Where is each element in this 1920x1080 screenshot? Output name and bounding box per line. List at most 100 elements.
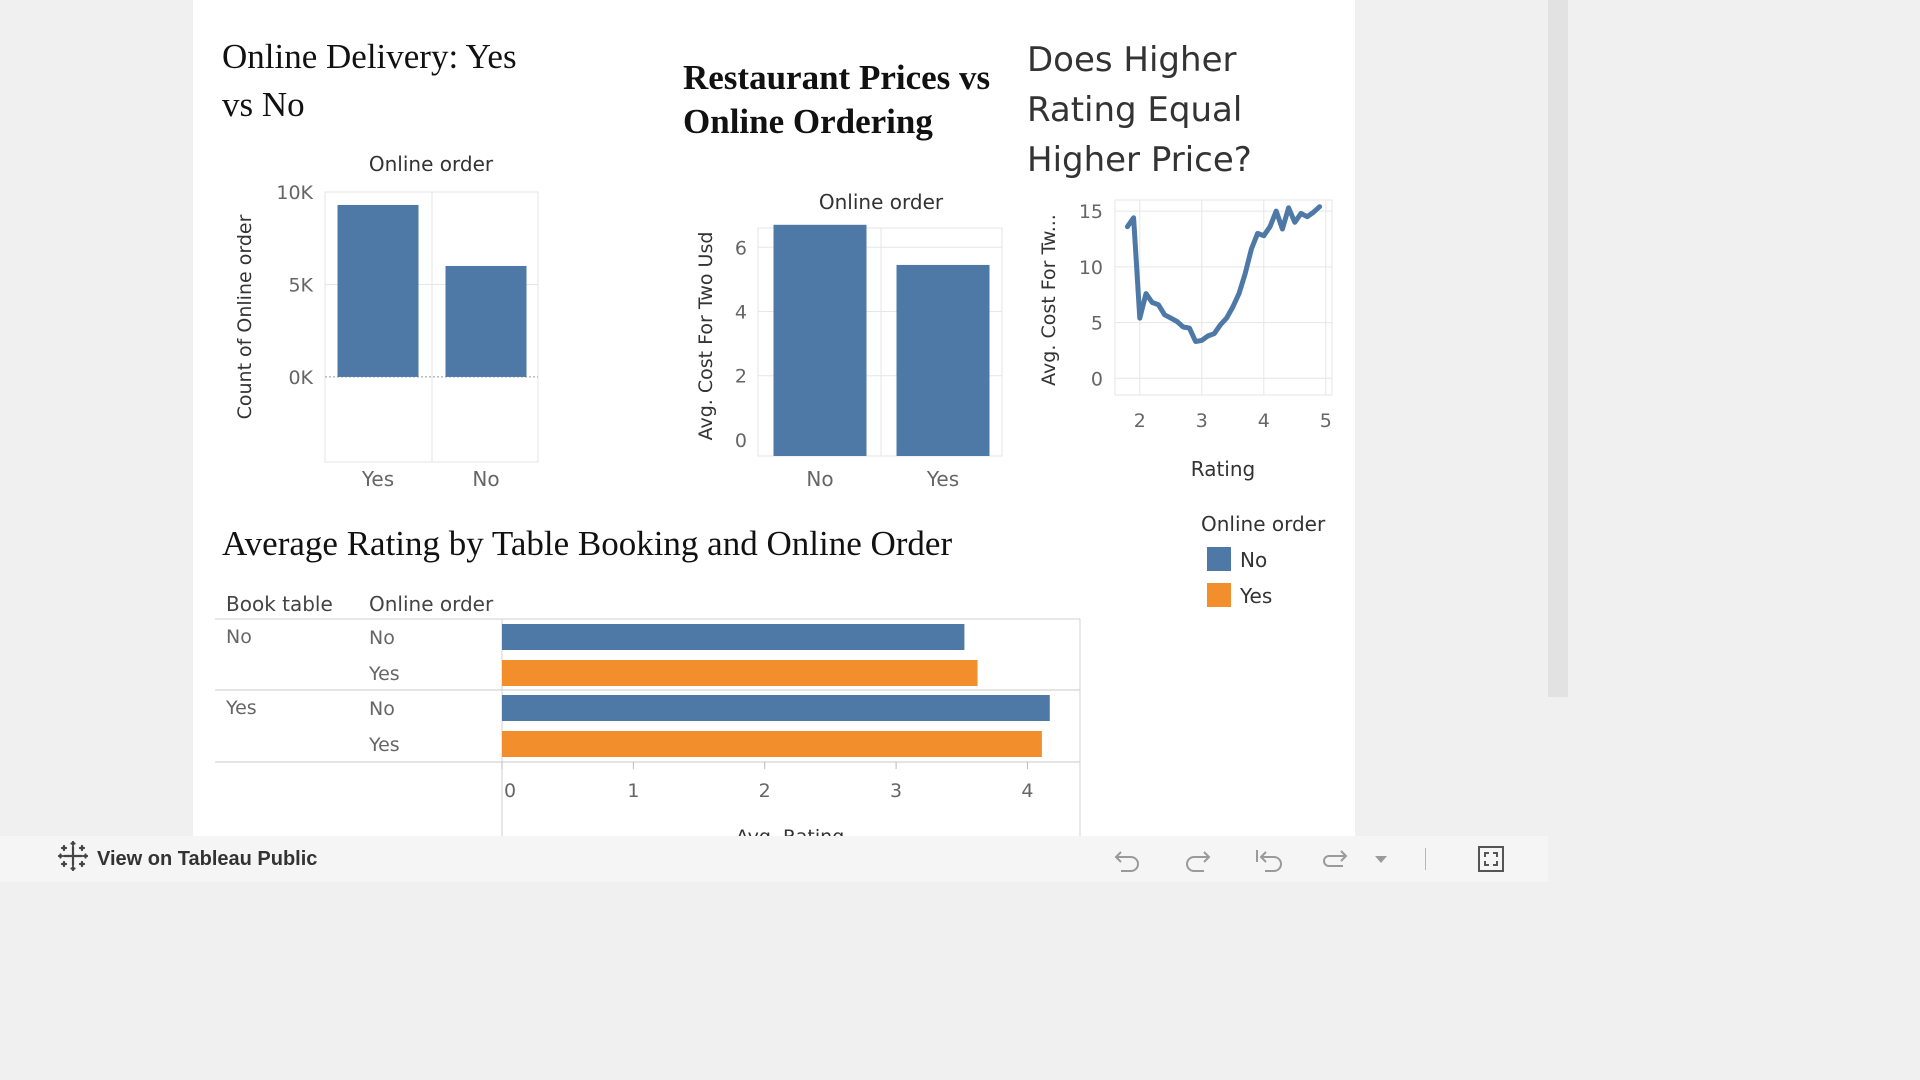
chart4-online-order-label: Yes [368, 734, 400, 756]
chart-online-delivery[interactable]: Online Delivery: Yes vs No Online order … [222, 37, 539, 491]
legend-swatch-yes[interactable] [1207, 583, 1231, 607]
chart4-header-book-table: Book table [226, 592, 333, 616]
legend-title: Online order [1201, 512, 1326, 536]
chart4-bar-yes-yes[interactable] [502, 731, 1042, 757]
chart2-pane [757, 227, 1003, 457]
chart2-x-label: No [806, 467, 833, 491]
chart3-x-axis-title: Rating [1191, 457, 1255, 481]
chart1-bar-yes[interactable] [337, 204, 419, 377]
dashboard: Online Delivery: Yes vs No Online order … [193, 0, 1355, 836]
chart1-y-axis-title: Count of Online order [234, 214, 256, 419]
chart1-y-tick: 0K [288, 367, 313, 389]
chart4-bar-no-no[interactable] [502, 624, 965, 650]
chart3-y-tick: 15 [1079, 201, 1103, 223]
chart3-x-tick: 3 [1196, 410, 1208, 432]
chart1-y-tick: 5K [288, 274, 313, 296]
chart2-title-line2: Online Ordering [683, 102, 933, 141]
dashboard-canvas: Online Delivery: Yes vs No Online order … [215, 37, 1333, 836]
chart3-y-tick: 10 [1079, 257, 1103, 279]
revert-button[interactable] [1252, 844, 1286, 874]
fullscreen-icon [1478, 846, 1504, 872]
chart4-header-online-order: Online order [369, 592, 494, 616]
chart2-y-tick: 4 [735, 301, 747, 323]
chart3-title-line2: Rating Equal [1027, 90, 1242, 130]
fullscreen-button[interactable] [1474, 844, 1508, 874]
legend-label-yes: Yes [1239, 584, 1272, 608]
chart4-online-order-label: No [369, 627, 395, 649]
view-on-tableau-public-label: View on Tableau Public [97, 847, 318, 870]
scrollbar-thumb[interactable] [1548, 0, 1568, 697]
chart4-online-order-label: No [369, 698, 395, 720]
chart3-y-tick: 0 [1091, 368, 1103, 390]
chart2-bar-no[interactable] [773, 224, 867, 456]
chart4-x-tick: 1 [627, 780, 639, 802]
chart4-x-tick: 4 [1021, 780, 1033, 802]
chart4-x-tick: 2 [759, 780, 771, 802]
chart-prices-vs-online[interactable]: Restaurant Prices vs Online Ordering Onl… [683, 58, 1003, 491]
legend-label-no: No [1240, 548, 1267, 572]
chart3-y-tick: 5 [1091, 313, 1103, 335]
chart4-x-axis-title: Avg. Rating [736, 826, 845, 836]
chart4-online-order-label: Yes [368, 663, 400, 685]
chart3-pane [1114, 199, 1333, 396]
legend[interactable]: Online order No Yes [1201, 512, 1326, 608]
chart2-x-labels: No Yes [806, 467, 959, 491]
chart2-y-axis-title: Avg. Cost For Two Usd [695, 232, 717, 441]
chart2-y-ticks: 6 4 2 0 [735, 237, 747, 452]
chart4-gridlines [215, 618, 1081, 836]
chart4-title: Average Rating by Table Booking and Onli… [222, 524, 952, 563]
redo-button[interactable] [1181, 844, 1215, 874]
chart4-bar-yes-no[interactable] [502, 695, 1050, 721]
refresh-icon [1323, 850, 1348, 867]
undo-icon [1114, 851, 1139, 872]
chart2-bars[interactable] [773, 224, 990, 456]
chart3-x-tick: 4 [1258, 410, 1270, 432]
undo-button[interactable] [1110, 844, 1144, 874]
chart3-title-line1: Does Higher [1027, 40, 1236, 80]
redo-icon [1186, 851, 1211, 872]
chart-rating-vs-price[interactable]: Does Higher Rating Equal Higher Price? A… [1027, 40, 1333, 481]
chart2-x-label: Yes [926, 467, 959, 491]
chart2-y-tick: 6 [735, 237, 747, 259]
tableau-logo-icon [57, 840, 97, 877]
chart2-y-tick: 0 [735, 430, 747, 452]
chart1-x-label: No [472, 467, 499, 491]
chart-average-rating[interactable]: Average Rating by Table Booking and Onli… [215, 524, 1081, 836]
chart1-title-line1: Online Delivery: Yes [222, 37, 517, 76]
chart1-y-ticks: 10K 5K 0K [276, 182, 313, 389]
chart4-bars[interactable] [502, 624, 1050, 757]
dropdown-icon [1375, 856, 1387, 863]
chart4-book-table-label: Yes [225, 697, 257, 719]
chart2-y-tick: 2 [735, 366, 747, 388]
chart1-x-labels: Yes No [361, 467, 500, 491]
chart1-x-label: Yes [361, 467, 394, 491]
chart1-bars[interactable] [337, 204, 527, 377]
chart4-x-tick: 3 [890, 780, 902, 802]
chart1-header: Online order [369, 152, 494, 176]
chart2-header: Online order [819, 190, 944, 214]
revert-icon [1256, 850, 1282, 872]
chart1-title-line2: vs No [222, 85, 305, 124]
chart3-x-tick: 2 [1134, 410, 1146, 432]
chart4-x-tick: 0 [504, 780, 516, 802]
legend-swatch-no[interactable] [1207, 547, 1231, 571]
chart1-y-tick: 10K [276, 182, 313, 204]
refresh-button[interactable] [1318, 844, 1352, 874]
chart3-title-line3: Higher Price? [1027, 140, 1252, 180]
chart4-book-table-label: No [226, 626, 252, 648]
vertical-scrollbar[interactable] [1548, 0, 1568, 882]
chart4-x-ticks: 0 1 2 3 4 [501, 762, 1034, 802]
chart4-row-labels: No No Yes Yes No Yes [225, 626, 400, 756]
toolbar-separator [1425, 848, 1426, 870]
chart2-bar-yes[interactable] [896, 264, 990, 456]
view-on-tableau-public-link[interactable]: View on Tableau Public [57, 840, 318, 872]
chart3-x-tick: 5 [1320, 410, 1332, 432]
chart3-ticks: 15 10 5 0 2 3 4 5 [1079, 201, 1332, 432]
chart1-bar-no[interactable] [445, 265, 527, 377]
refresh-options-button[interactable] [1364, 844, 1398, 874]
chart4-bar-no-yes[interactable] [502, 660, 978, 686]
chart3-gridlines [1114, 199, 1333, 396]
chart2-title-line1: Restaurant Prices vs [683, 58, 990, 97]
chart3-series-line[interactable] [1124, 204, 1323, 344]
toolbar: View on Tableau Public [0, 836, 1548, 882]
